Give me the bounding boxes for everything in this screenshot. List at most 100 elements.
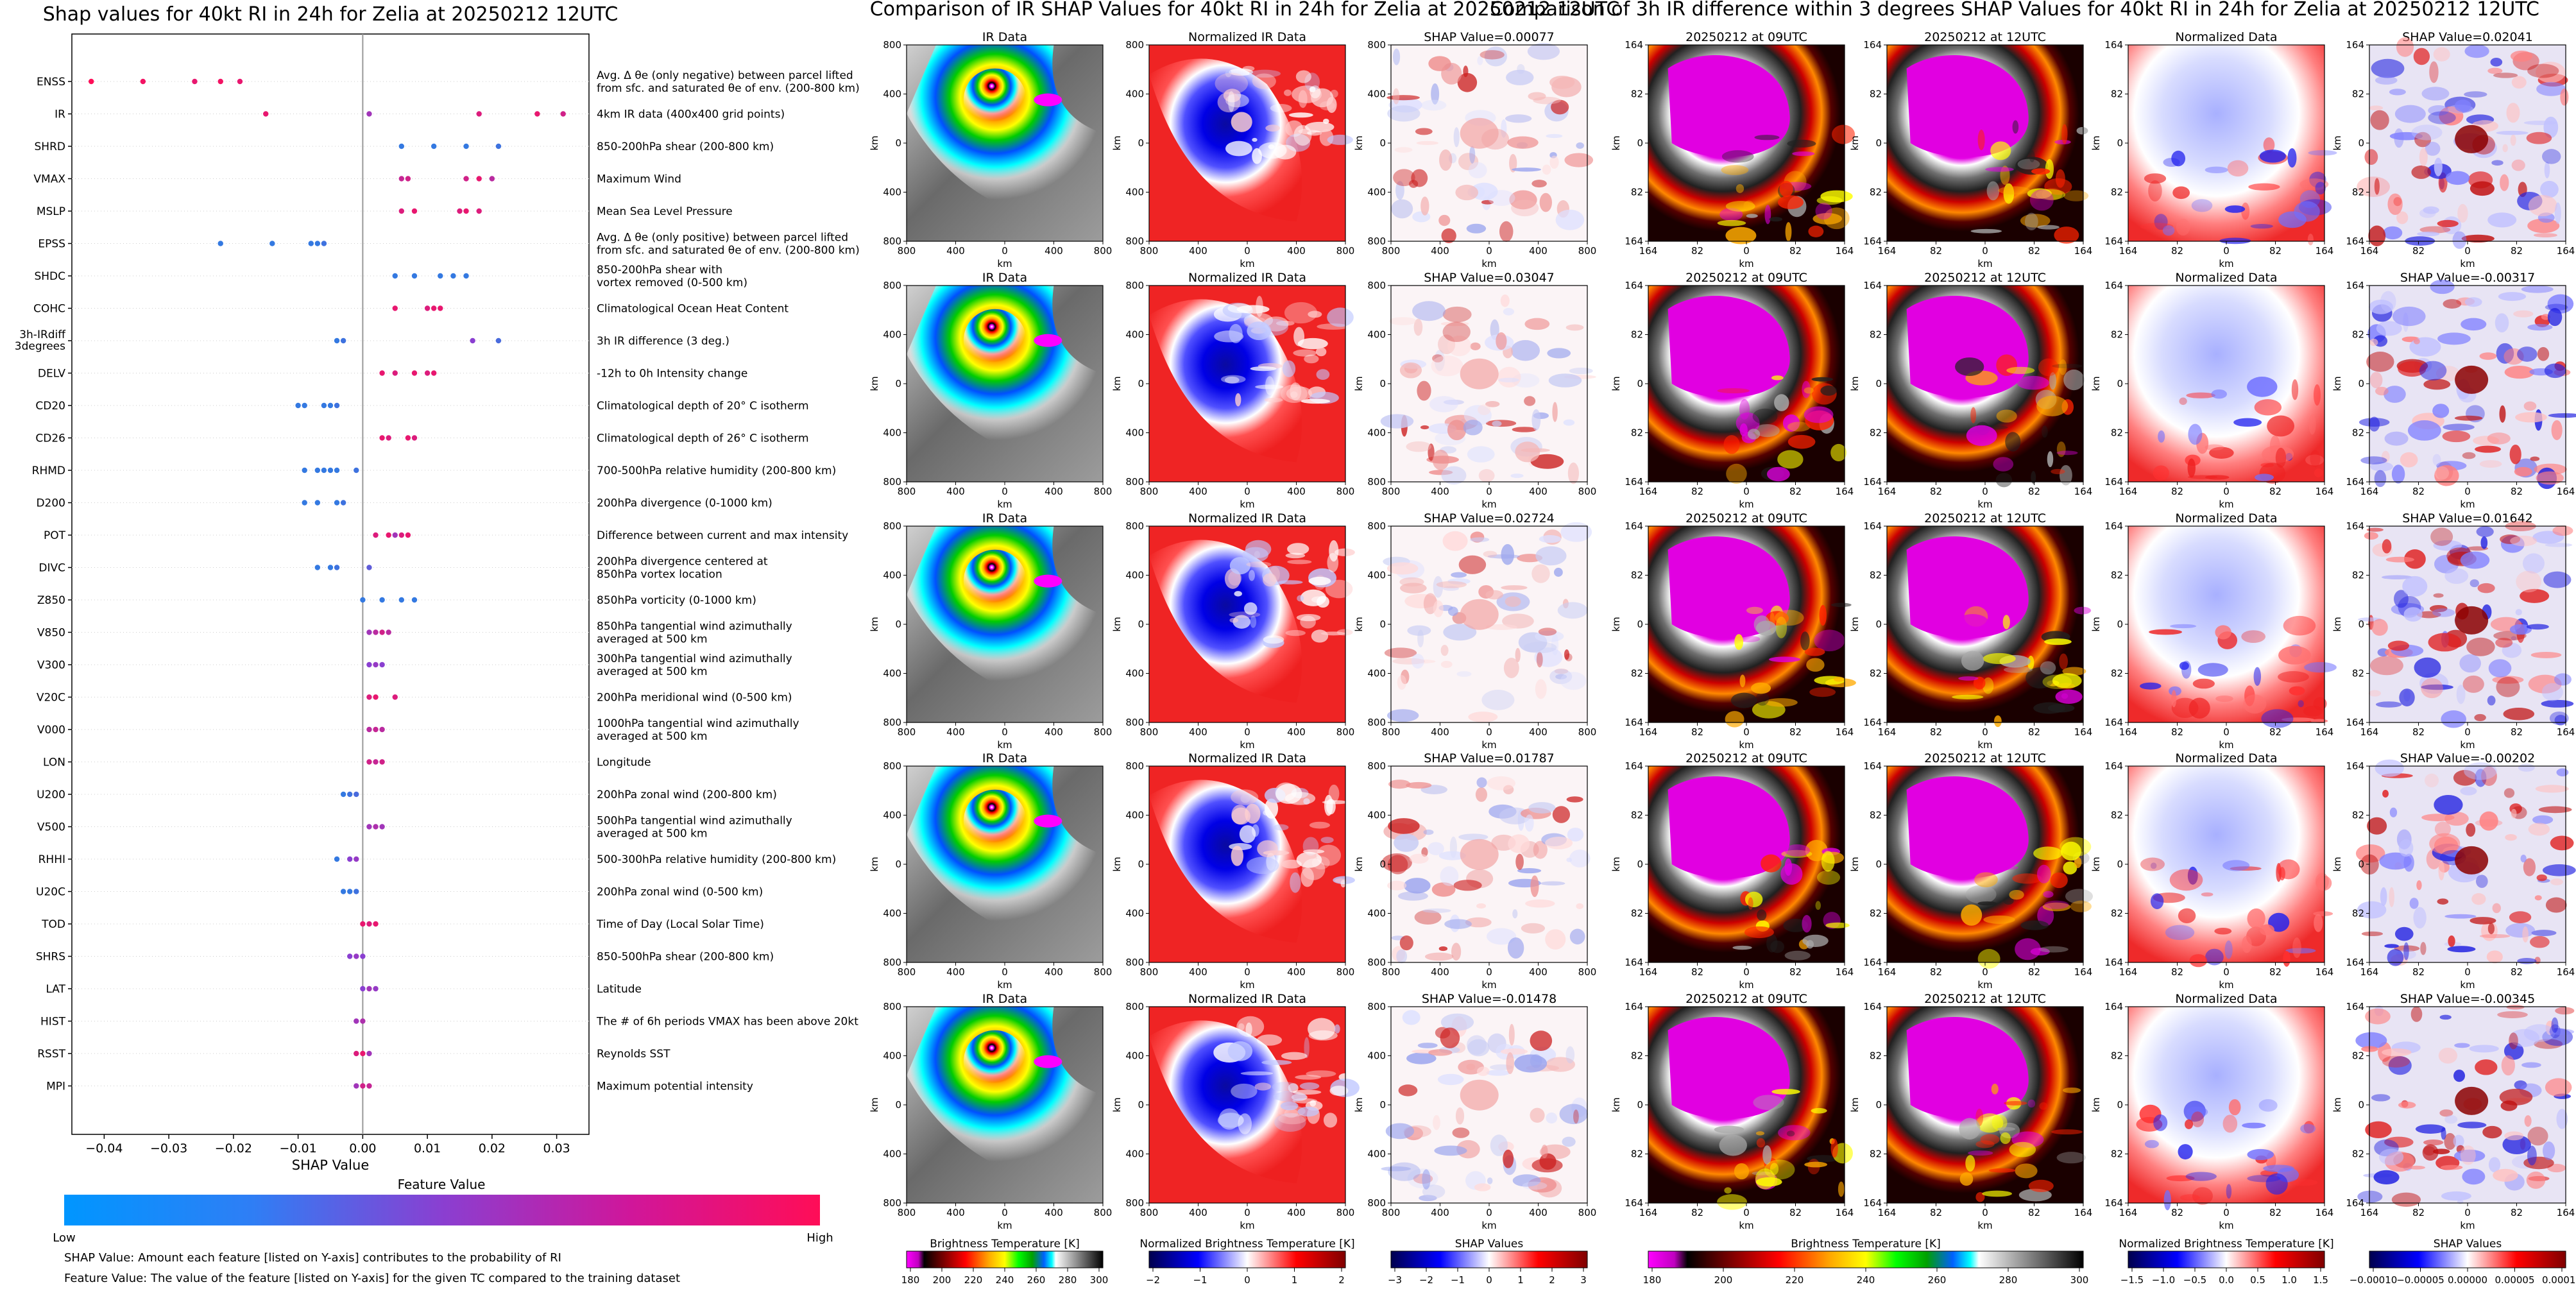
texture-blob <box>2263 1165 2294 1172</box>
colorbar-tick-label: −2 <box>1419 1274 1433 1286</box>
y-tick-label: 82 <box>2111 187 2123 198</box>
texture-blob <box>1308 311 1322 318</box>
shap-point <box>373 759 379 765</box>
texture-blob <box>1535 546 1567 566</box>
texture-blob <box>1290 872 1301 893</box>
texture-blob <box>2523 401 2537 411</box>
x-tick-label: 800 <box>1094 966 1113 978</box>
x-tick-label: 400 <box>946 966 965 978</box>
x-tick-label: 164 <box>2074 726 2093 738</box>
feature-description: Difference between current and max inten… <box>597 529 848 542</box>
texture-blob <box>1557 602 1588 619</box>
texture-blob <box>2509 444 2521 465</box>
texture-blob <box>2183 1100 2206 1122</box>
storm-core <box>963 309 1027 372</box>
texture-blob <box>2522 553 2545 574</box>
texture-blob <box>2509 1029 2540 1047</box>
texture-blob <box>2222 1114 2238 1133</box>
feature-name-label: V300 <box>37 659 65 672</box>
y-tick-label: 0 <box>1379 1099 1386 1111</box>
texture-blob <box>1324 794 1333 816</box>
ir-shap-image: SHAP Value=-0.01478800800400400004004008… <box>1353 992 1596 1231</box>
y-tick-label: 82 <box>1631 1050 1643 1062</box>
texture-blob <box>2059 359 2067 375</box>
texture-blob <box>1808 225 1824 237</box>
texture-blob <box>2355 844 2385 863</box>
x-tick-label: 800 <box>1578 966 1597 978</box>
texture-blob <box>1440 1013 1474 1031</box>
col-title-normalized: Normalized Data <box>2175 30 2277 44</box>
x-tick-label: 800 <box>898 245 916 257</box>
texture-blob <box>1487 1177 1493 1184</box>
texture-blob <box>1564 153 1594 167</box>
colorbar-tick-label: −1 <box>1451 1274 1465 1286</box>
texture-blob <box>1774 394 1789 411</box>
texture-blob <box>1531 564 1550 583</box>
x-tick-label: 400 <box>1529 1207 1548 1218</box>
shap-point <box>463 208 469 214</box>
texture-blob <box>2243 694 2267 714</box>
texture-blob <box>2179 397 2187 405</box>
x-tick-label: 164 <box>2316 726 2334 738</box>
texture-blob <box>2464 44 2489 58</box>
texture-blob <box>1739 423 1748 437</box>
texture-blob <box>2241 202 2250 220</box>
y-tick-label: 0 <box>1637 137 1643 149</box>
texture-blob <box>2555 1007 2575 1015</box>
texture-blob <box>1569 849 1591 868</box>
x-tick-label: 0 <box>2223 1207 2230 1218</box>
col-title-time: 20250212 at 09UTC <box>1685 511 1807 525</box>
feature-name-label: RHHI <box>38 853 65 866</box>
colorbar-tick-label: 3 <box>1580 1274 1587 1286</box>
texture-blob <box>2464 297 2482 307</box>
feature-description: Maximum Wind <box>597 173 681 186</box>
texture-blob <box>1530 1054 1542 1068</box>
colorbar-tick-label: 0 <box>1244 1274 1250 1286</box>
feature-name-label: CD20 <box>35 400 65 413</box>
texture-blob <box>1485 590 1504 600</box>
y-axis-label: km <box>1111 135 1123 150</box>
cloud-band <box>907 1007 1103 1193</box>
x-axis-label: km <box>1481 1220 1496 1231</box>
texture-blob <box>1252 137 1258 142</box>
cold-cloud-shield <box>1668 296 1790 398</box>
texture-blob <box>1732 945 1752 950</box>
texture-blob <box>1299 1082 1320 1090</box>
texture-blob <box>2531 930 2557 936</box>
texture-blob <box>2298 700 2304 708</box>
x-tick-label: 800 <box>1336 486 1355 497</box>
texture-blob <box>2211 389 2227 399</box>
texture-blob <box>2076 126 2088 135</box>
texture-blob <box>2543 1141 2555 1161</box>
texture-blob <box>2443 423 2475 431</box>
texture-blob <box>2015 938 2041 960</box>
texture-blob <box>1483 551 1497 558</box>
texture-blob <box>2061 841 2081 861</box>
texture-blob <box>1503 1149 1514 1168</box>
shap-point <box>360 953 366 959</box>
x-tick-label: 0 <box>2464 1207 2471 1218</box>
y-tick-label: 164 <box>2104 1001 2123 1012</box>
texture-blob <box>2496 130 2529 135</box>
shap-point <box>379 435 385 441</box>
shap-point <box>308 241 314 246</box>
texture-blob <box>1387 105 1420 122</box>
texture-blob <box>2540 180 2559 198</box>
texture-blob <box>1512 1174 1541 1187</box>
texture-blob <box>2140 682 2162 690</box>
texture-blob <box>2144 1140 2159 1148</box>
shap-point <box>373 662 379 668</box>
shap-center-anomaly <box>2455 606 2489 635</box>
texture-blob <box>1490 1134 1508 1156</box>
texture-blob <box>2209 447 2234 459</box>
texture-blob <box>1440 1027 1460 1048</box>
shap-point <box>314 241 321 246</box>
texture-blob <box>1567 462 1579 484</box>
colorbar <box>2369 1251 2566 1268</box>
colorbar-label: Brightness Temperature [K] <box>1791 1238 1940 1251</box>
texture-blob <box>1977 949 2000 969</box>
texture-blob <box>2379 852 2412 870</box>
x-tick-label: 800 <box>1140 1207 1159 1218</box>
y-tick-label: 0 <box>1138 1099 1144 1111</box>
shap-point <box>470 337 475 344</box>
